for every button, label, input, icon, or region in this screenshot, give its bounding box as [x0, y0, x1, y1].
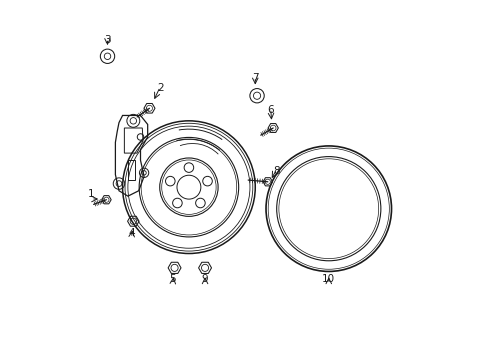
- Text: 3: 3: [104, 35, 111, 45]
- Text: 10: 10: [322, 274, 335, 284]
- Text: 4: 4: [128, 228, 135, 238]
- Text: 6: 6: [267, 105, 273, 115]
- Text: 5: 5: [169, 274, 176, 284]
- Text: 7: 7: [251, 73, 258, 83]
- Text: 8: 8: [273, 166, 280, 176]
- Text: 2: 2: [157, 83, 163, 93]
- Text: 1: 1: [87, 189, 94, 199]
- Text: 9: 9: [202, 274, 208, 284]
